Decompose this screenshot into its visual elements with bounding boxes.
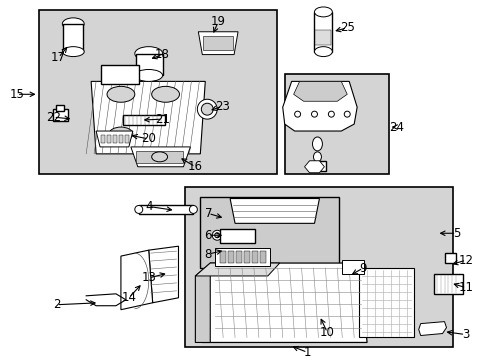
Polygon shape <box>195 263 279 276</box>
Text: 22: 22 <box>46 111 61 123</box>
Polygon shape <box>195 263 210 342</box>
Polygon shape <box>418 321 446 336</box>
Bar <box>200 197 339 268</box>
Bar <box>101 64 139 84</box>
Bar <box>259 251 265 263</box>
Bar <box>139 206 193 215</box>
Ellipse shape <box>294 111 300 117</box>
Ellipse shape <box>109 127 133 141</box>
Bar <box>228 251 234 263</box>
Ellipse shape <box>312 137 322 151</box>
Text: 16: 16 <box>187 160 203 173</box>
Text: 8: 8 <box>204 248 211 261</box>
Ellipse shape <box>197 99 217 119</box>
Bar <box>122 115 164 125</box>
Bar <box>39 10 276 174</box>
Text: 19: 19 <box>210 15 225 28</box>
Text: 24: 24 <box>388 121 404 134</box>
Bar <box>136 54 163 76</box>
Text: 5: 5 <box>452 227 459 240</box>
Text: 2: 2 <box>53 298 60 311</box>
Ellipse shape <box>313 152 321 162</box>
Bar <box>220 251 225 263</box>
Bar <box>101 135 105 143</box>
Bar <box>244 251 249 263</box>
Ellipse shape <box>135 47 163 60</box>
Bar <box>236 251 242 263</box>
Ellipse shape <box>107 86 135 102</box>
Text: 11: 11 <box>458 282 473 294</box>
Text: 12: 12 <box>458 253 473 266</box>
Ellipse shape <box>189 206 197 213</box>
Text: 15: 15 <box>9 88 24 101</box>
Bar <box>315 30 331 45</box>
Ellipse shape <box>135 206 142 213</box>
Polygon shape <box>131 147 190 167</box>
Bar <box>342 260 364 274</box>
Bar <box>53 109 68 121</box>
Polygon shape <box>96 131 133 147</box>
Bar <box>314 12 332 51</box>
Ellipse shape <box>201 103 213 115</box>
Text: 3: 3 <box>461 328 468 341</box>
Ellipse shape <box>212 230 222 240</box>
Polygon shape <box>202 263 366 342</box>
Text: 6: 6 <box>204 229 212 242</box>
Text: 9: 9 <box>359 261 366 275</box>
Polygon shape <box>198 32 238 55</box>
Text: 25: 25 <box>339 21 354 34</box>
Bar <box>113 135 117 143</box>
Ellipse shape <box>62 18 84 30</box>
Bar <box>63 24 83 51</box>
Text: 10: 10 <box>319 326 334 339</box>
Polygon shape <box>293 81 346 101</box>
Ellipse shape <box>151 86 179 102</box>
Polygon shape <box>282 81 356 131</box>
Ellipse shape <box>151 152 167 162</box>
Text: 1: 1 <box>303 346 311 359</box>
Bar <box>203 36 233 50</box>
Bar <box>444 253 455 263</box>
Bar <box>284 75 388 174</box>
Bar <box>124 135 129 143</box>
Bar <box>185 186 452 347</box>
Text: 7: 7 <box>204 207 212 220</box>
Polygon shape <box>148 246 178 303</box>
Ellipse shape <box>135 69 163 81</box>
Bar <box>215 248 269 266</box>
Text: 23: 23 <box>214 100 229 113</box>
Ellipse shape <box>314 47 332 57</box>
Bar <box>308 161 325 171</box>
Bar <box>358 268 413 337</box>
Text: 20: 20 <box>141 132 156 145</box>
Ellipse shape <box>344 111 349 117</box>
Ellipse shape <box>311 111 317 117</box>
Text: 17: 17 <box>51 51 66 64</box>
Ellipse shape <box>314 7 332 17</box>
Bar <box>119 135 122 143</box>
Polygon shape <box>304 161 324 173</box>
Text: 18: 18 <box>155 48 170 61</box>
Bar <box>56 105 64 111</box>
Polygon shape <box>91 81 205 154</box>
Text: 14: 14 <box>121 291 136 304</box>
Polygon shape <box>230 198 319 223</box>
Text: 4: 4 <box>144 200 152 213</box>
Text: 13: 13 <box>141 271 156 284</box>
Ellipse shape <box>62 47 84 57</box>
Text: 21: 21 <box>155 113 170 126</box>
Bar <box>220 229 254 243</box>
Polygon shape <box>121 250 152 310</box>
Ellipse shape <box>328 111 334 117</box>
Bar <box>136 151 183 163</box>
Bar <box>251 251 257 263</box>
Bar <box>433 274 463 294</box>
Bar <box>107 135 111 143</box>
Ellipse shape <box>214 233 219 238</box>
